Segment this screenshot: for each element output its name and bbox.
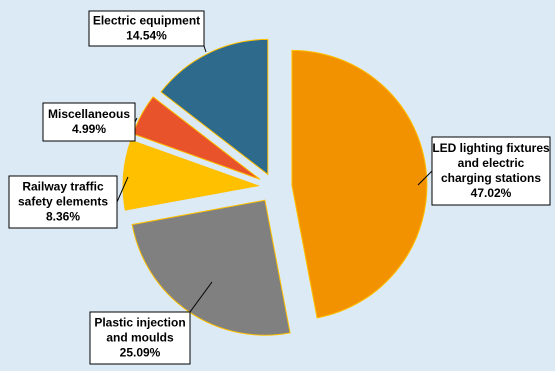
- slice-value-label: 4.99%: [72, 122, 106, 136]
- slice-category-label: and moulds: [106, 331, 174, 345]
- slice-category-label: and electric: [458, 156, 525, 170]
- callout-leader-line: [189, 281, 213, 313]
- callout-box: [8, 175, 118, 229]
- pie-slice: [291, 49, 428, 319]
- slice-category-label: Miscellaneous: [48, 107, 130, 121]
- slice-category-label: Electric equipment: [93, 14, 200, 28]
- callout-box: [431, 136, 551, 206]
- slice-value-label: 8.36%: [46, 210, 80, 224]
- slice-value-label: 25.09%: [120, 346, 161, 360]
- callout-box: [89, 311, 191, 365]
- slice-category-label: LED lighting fixtures: [432, 141, 550, 155]
- callout-box: [42, 102, 136, 142]
- callout-box: [88, 10, 205, 47]
- slice-category-label: safety elements: [18, 195, 108, 209]
- slice-category-label: charging stations: [441, 171, 541, 185]
- callout-leader-line: [203, 45, 207, 53]
- callout-leader-line: [417, 170, 433, 186]
- pie-slices: [122, 38, 428, 336]
- slice-value-label: 47.02%: [471, 186, 512, 200]
- pie-slice: [160, 38, 269, 176]
- slice-category-label: Railway traffic: [22, 180, 104, 194]
- callout-leader-line: [116, 176, 129, 203]
- slice-value-label: 14.54%: [126, 29, 167, 43]
- slice-category-label: Plastic injection: [94, 316, 185, 330]
